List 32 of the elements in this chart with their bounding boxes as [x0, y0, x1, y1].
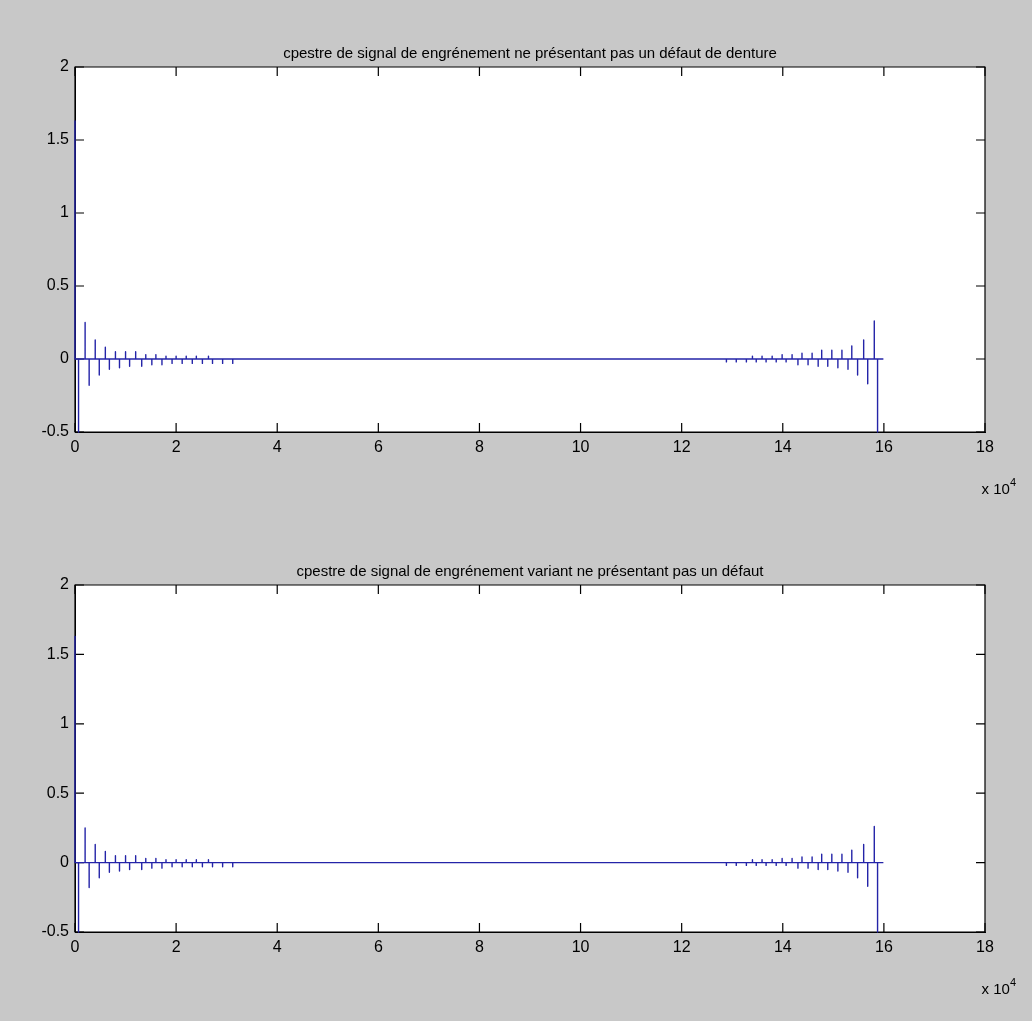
y-tick-label: 2: [60, 57, 70, 75]
x-tick-label: 16: [874, 438, 893, 456]
x-tick-label: 18: [976, 438, 994, 456]
y-tick-label: 0: [60, 349, 70, 367]
x-tick-label: 12: [672, 938, 691, 956]
y-tick-label: 0: [60, 853, 70, 871]
y-tick-label: 0.5: [46, 783, 70, 801]
x-tick-label: 4: [272, 938, 282, 956]
y-tick-label: 1.5: [46, 644, 70, 662]
y-tick-label: -0.5: [41, 922, 70, 940]
x-tick-label: 16: [874, 938, 893, 956]
y-tick-label: 1: [60, 714, 70, 732]
x-tick-label: 12: [672, 438, 691, 456]
y-tick-label: 2: [60, 575, 70, 593]
y-tick-label: 0.5: [46, 276, 70, 294]
y-tick-label: 1.5: [46, 130, 70, 148]
x-tick-label: 10: [571, 438, 590, 456]
x-tick-label: 2: [171, 938, 181, 956]
y-tick-label: -0.5: [41, 422, 70, 440]
x-tick-label: 6: [373, 938, 383, 956]
chart-title: cpestre de signal de engrénement ne présentant pas un défaut de denture: [283, 43, 777, 61]
y-tick-label: 1: [60, 203, 70, 221]
x-tick-label: 6: [373, 438, 383, 456]
x-tick-label: 14: [773, 938, 792, 956]
x-tick-label: 4: [272, 438, 282, 456]
x-tick-label: 18: [976, 938, 994, 956]
x-tick-label: 14: [773, 438, 792, 456]
chart-title: cpestre de signal de engrénement variant ne présentant pas un défaut: [296, 561, 765, 579]
x-tick-label: 8: [474, 938, 484, 956]
x-tick-label: 10: [571, 938, 590, 956]
x-tick-label: 2: [171, 438, 181, 456]
x-tick-label: 8: [474, 438, 484, 456]
